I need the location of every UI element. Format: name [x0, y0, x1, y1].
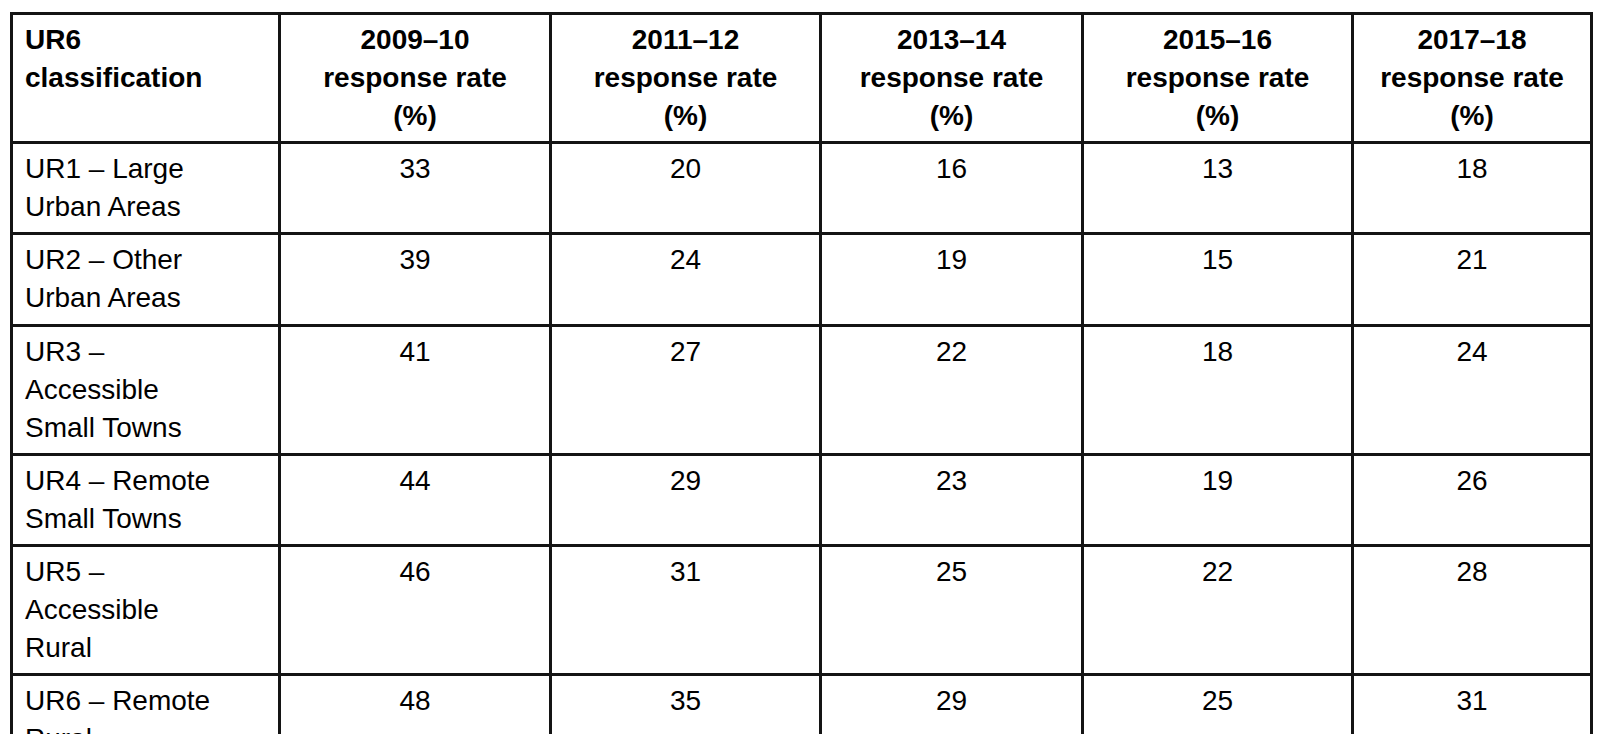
- value-cell: 23: [821, 454, 1083, 545]
- row-label-cell: UR4 – RemoteSmall Towns: [12, 454, 280, 545]
- year-header-cell: 2013–14response rate(%): [821, 14, 1083, 143]
- value-cell: 35: [551, 675, 821, 734]
- row-label-cell: UR3 –AccessibleSmall Towns: [12, 325, 280, 454]
- value-cell: 39: [280, 234, 551, 325]
- value-cell: 46: [280, 545, 551, 674]
- value-cell: 26: [1353, 454, 1592, 545]
- table-row: UR4 – RemoteSmall Towns4429231926: [12, 454, 1592, 545]
- value-cell: 28: [1353, 545, 1592, 674]
- table-row: UR1 – LargeUrban Areas3320161318: [12, 143, 1592, 234]
- value-cell: 24: [1353, 325, 1592, 454]
- document-page: UR6classification2009–10response rate(%)…: [0, 0, 1600, 734]
- value-cell: 22: [821, 325, 1083, 454]
- value-cell: 18: [1353, 143, 1592, 234]
- table-row: UR6 – RemoteRural4835292531: [12, 675, 1592, 734]
- year-header-cell: 2017–18response rate(%): [1353, 14, 1592, 143]
- value-cell: 31: [1353, 675, 1592, 734]
- value-cell: 16: [821, 143, 1083, 234]
- value-cell: 31: [551, 545, 821, 674]
- table-row: UR2 – OtherUrban Areas3924191521: [12, 234, 1592, 325]
- value-cell: 19: [1083, 454, 1353, 545]
- response-rate-table: UR6classification2009–10response rate(%)…: [10, 12, 1593, 734]
- row-label-cell: UR6 – RemoteRural: [12, 675, 280, 734]
- value-cell: 21: [1353, 234, 1592, 325]
- table-row: UR3 –AccessibleSmall Towns4127221824: [12, 325, 1592, 454]
- table-body: UR1 – LargeUrban Areas3320161318UR2 – Ot…: [12, 143, 1592, 734]
- value-cell: 20: [551, 143, 821, 234]
- value-cell: 41: [280, 325, 551, 454]
- header-row: UR6classification2009–10response rate(%)…: [12, 14, 1592, 143]
- value-cell: 25: [1083, 675, 1353, 734]
- value-cell: 15: [1083, 234, 1353, 325]
- value-cell: 18: [1083, 325, 1353, 454]
- row-label-cell: UR2 – OtherUrban Areas: [12, 234, 280, 325]
- value-cell: 24: [551, 234, 821, 325]
- year-header-cell: 2009–10response rate(%): [280, 14, 551, 143]
- row-label-cell: UR5 –AccessibleRural: [12, 545, 280, 674]
- value-cell: 48: [280, 675, 551, 734]
- year-header-cell: 2011–12response rate(%): [551, 14, 821, 143]
- value-cell: 25: [821, 545, 1083, 674]
- value-cell: 44: [280, 454, 551, 545]
- value-cell: 33: [280, 143, 551, 234]
- value-cell: 19: [821, 234, 1083, 325]
- year-header-cell: 2015–16response rate(%): [1083, 14, 1353, 143]
- row-label-cell: UR1 – LargeUrban Areas: [12, 143, 280, 234]
- value-cell: 29: [821, 675, 1083, 734]
- value-cell: 22: [1083, 545, 1353, 674]
- value-cell: 29: [551, 454, 821, 545]
- table-row: UR5 –AccessibleRural4631252228: [12, 545, 1592, 674]
- value-cell: 27: [551, 325, 821, 454]
- value-cell: 13: [1083, 143, 1353, 234]
- corner-header-cell: UR6classification: [12, 14, 280, 143]
